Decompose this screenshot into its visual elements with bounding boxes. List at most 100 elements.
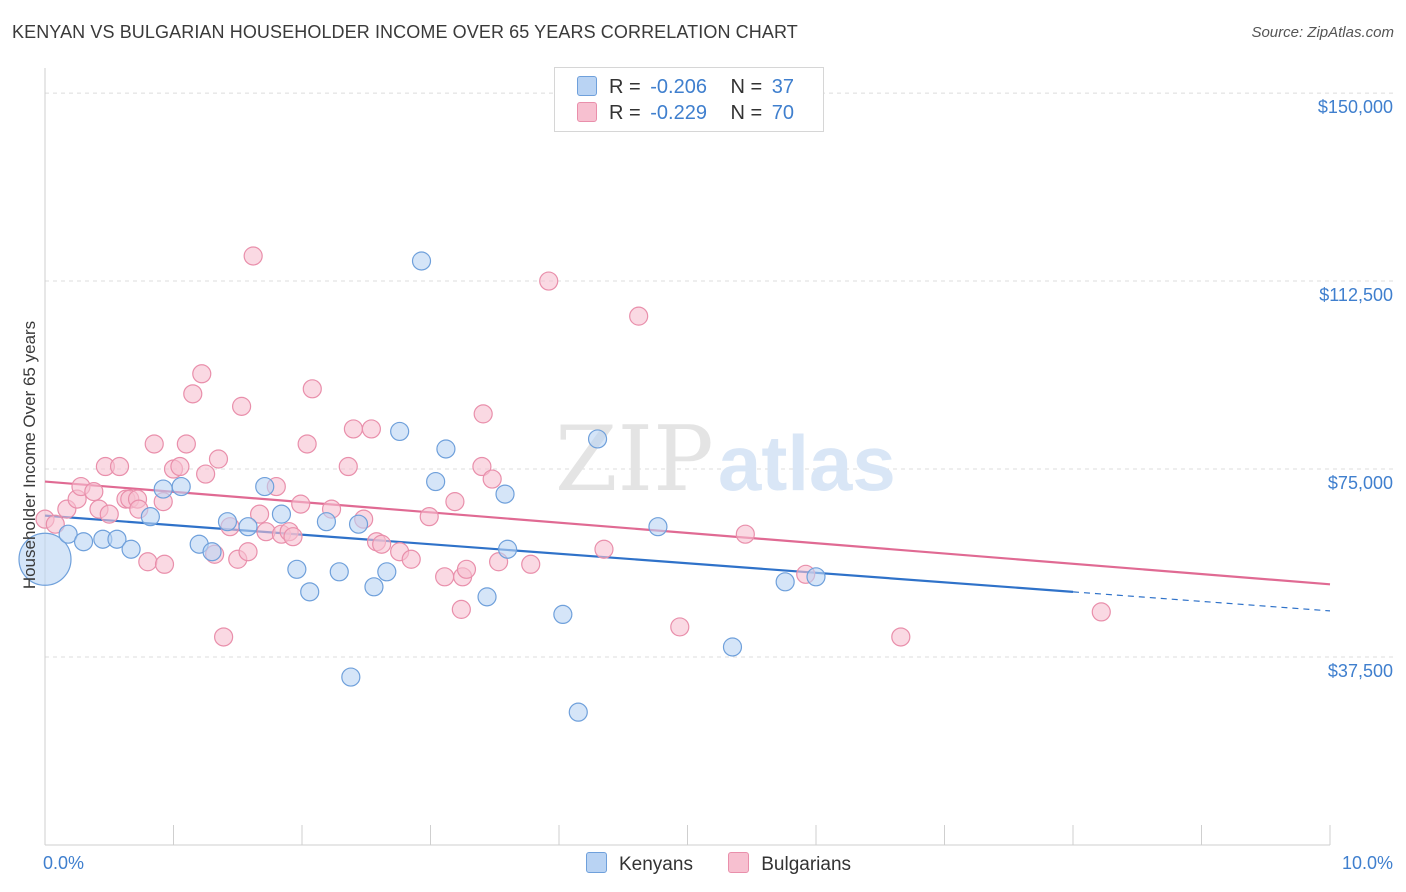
bulgarians-point-49 <box>401 549 421 569</box>
legend-item-kenyans: Kenyans <box>586 852 693 876</box>
kenyans-point-10 <box>202 542 222 562</box>
bulgarians-point-40 <box>302 379 322 399</box>
legend-kenyans-label: Kenyans <box>619 854 693 875</box>
kenyans-swatch <box>577 76 597 96</box>
bulgarians-point-15 <box>144 434 164 454</box>
legend-item-bulgarians: Bulgarians <box>728 852 851 876</box>
bulgarians-point-14 <box>138 552 158 572</box>
bulgarians-point-68 <box>1091 602 1111 622</box>
bulgarians-point-38 <box>291 494 311 514</box>
bulgarians-point-57 <box>472 456 492 477</box>
bulgarians-point-65 <box>735 524 755 544</box>
bulgarians-point-26 <box>214 627 234 647</box>
y-tick-label-2: $112,500 <box>1319 285 1393 305</box>
bulgarians-point-20 <box>176 434 196 454</box>
source-credit: Source: ZipAtlas.com <box>1251 24 1394 41</box>
kenyans-trend-line <box>44 514 1074 593</box>
kenyans-point-31 <box>568 702 588 722</box>
legend-bulgarians-swatch <box>728 852 750 873</box>
bulgarians-swatch <box>577 102 597 122</box>
stats-legend: R = -0.206 N = 37 R = -0.229 N = 70 <box>554 67 824 132</box>
bulgarians-n-value: 70 <box>771 102 795 124</box>
trend-lines <box>44 480 1331 612</box>
bulgarians-r-label: R = <box>609 102 641 124</box>
bulgarians-point-45 <box>361 419 381 439</box>
kenyans-point-35 <box>775 572 795 592</box>
kenyans-point-29 <box>498 539 518 559</box>
bulgarians-point-30 <box>238 542 258 562</box>
bulgarians-point-47 <box>372 534 392 554</box>
kenyans-point-7 <box>153 479 173 499</box>
bulgarians-point-31 <box>243 246 263 266</box>
chart-title: KENYAN VS BULGARIAN HOUSEHOLDER INCOME O… <box>12 22 798 42</box>
kenyans-point-22 <box>377 562 397 582</box>
bulgarians-point-5 <box>84 481 104 502</box>
bulgarians-point-50 <box>419 507 439 527</box>
bulgarians-point-51 <box>435 567 455 587</box>
kenyans-point-36 <box>806 567 826 587</box>
bulgarians-point-61 <box>539 271 559 291</box>
kenyans-point-23 <box>390 421 410 442</box>
bulgarians-r-value: -0.229 <box>650 102 707 124</box>
data-points <box>18 246 1111 722</box>
legend-bulgarians-label: Bulgarians <box>761 854 852 875</box>
kenyans-point-33 <box>648 517 668 537</box>
kenyans-point-15 <box>287 559 307 579</box>
kenyans-r-value: -0.206 <box>650 76 707 98</box>
y-tick-label-3: $150,000 <box>1318 97 1393 117</box>
legend-row-kenyans: R = -0.206 N = 37 <box>577 76 794 100</box>
kenyans-point-13 <box>255 476 275 497</box>
kenyans-point-30 <box>553 604 573 625</box>
kenyans-point-12 <box>238 517 258 537</box>
kenyans-point-20 <box>341 667 361 687</box>
kenyans-point-11 <box>217 512 238 532</box>
bulgarians-point-29 <box>232 396 252 416</box>
bulgarians-point-22 <box>192 364 212 384</box>
bulgarians-point-19 <box>170 456 190 477</box>
bulgarians-point-56 <box>473 404 493 424</box>
bulgarians-point-1 <box>45 514 65 534</box>
tick-labels: $37,500 $75,000 $112,500 $150,000 0.0% 10.0% <box>43 97 1393 873</box>
bulgarians-point-52 <box>445 492 465 512</box>
x-tick-label-min: 0.0% <box>43 853 84 873</box>
kenyans-point-26 <box>411 251 432 271</box>
kenyans-point-16 <box>300 582 320 602</box>
series-legend: Kenyans Bulgarians <box>586 852 881 876</box>
bulgarians-point-55 <box>456 559 477 579</box>
y-axis-label: Householder Income Over 65 years <box>20 321 39 589</box>
kenyans-point-6 <box>140 507 160 527</box>
kenyans-point-25 <box>436 439 456 459</box>
kenyans-point-14 <box>271 504 292 524</box>
bulgarians-point-39 <box>297 434 317 454</box>
legend-row-bulgarians: R = -0.229 N = 70 <box>577 102 794 126</box>
axes <box>44 68 1331 846</box>
kenyans-point-4 <box>107 529 127 549</box>
kenyans-r-label: R = <box>609 76 641 98</box>
kenyans-point-28 <box>495 484 515 504</box>
kenyans-point-21 <box>364 577 384 597</box>
bulgarians-point-58 <box>482 469 502 489</box>
watermark-zip: ZIP <box>555 407 714 512</box>
kenyans-point-0 <box>18 532 72 586</box>
bulgarians-point-17 <box>154 554 175 574</box>
kenyans-point-2 <box>73 532 94 552</box>
bulgarians-point-37 <box>283 527 303 547</box>
bulgarians-point-63 <box>629 306 649 326</box>
bulgarians-point-21 <box>183 384 203 404</box>
bulgarians-point-60 <box>521 554 541 574</box>
bulgarians-point-43 <box>343 419 363 439</box>
bulgarians-point-25 <box>208 449 229 469</box>
bulgarians-point-23 <box>196 464 216 484</box>
y-tick-label-1: $75,000 <box>1328 473 1393 493</box>
x-tick-label-max: 10.0% <box>1342 853 1393 873</box>
bulgarians-point-62 <box>594 539 614 559</box>
kenyans-point-24 <box>426 471 446 492</box>
watermark: ZIP atlas <box>555 407 896 512</box>
kenyans-point-32 <box>587 429 608 449</box>
kenyans-point-18 <box>329 562 349 582</box>
kenyans-point-5 <box>121 539 141 559</box>
bulgarians-point-42 <box>338 456 358 477</box>
legend-kenyans-swatch <box>586 852 607 873</box>
y-tick-label-0: $37,500 <box>1328 661 1393 681</box>
